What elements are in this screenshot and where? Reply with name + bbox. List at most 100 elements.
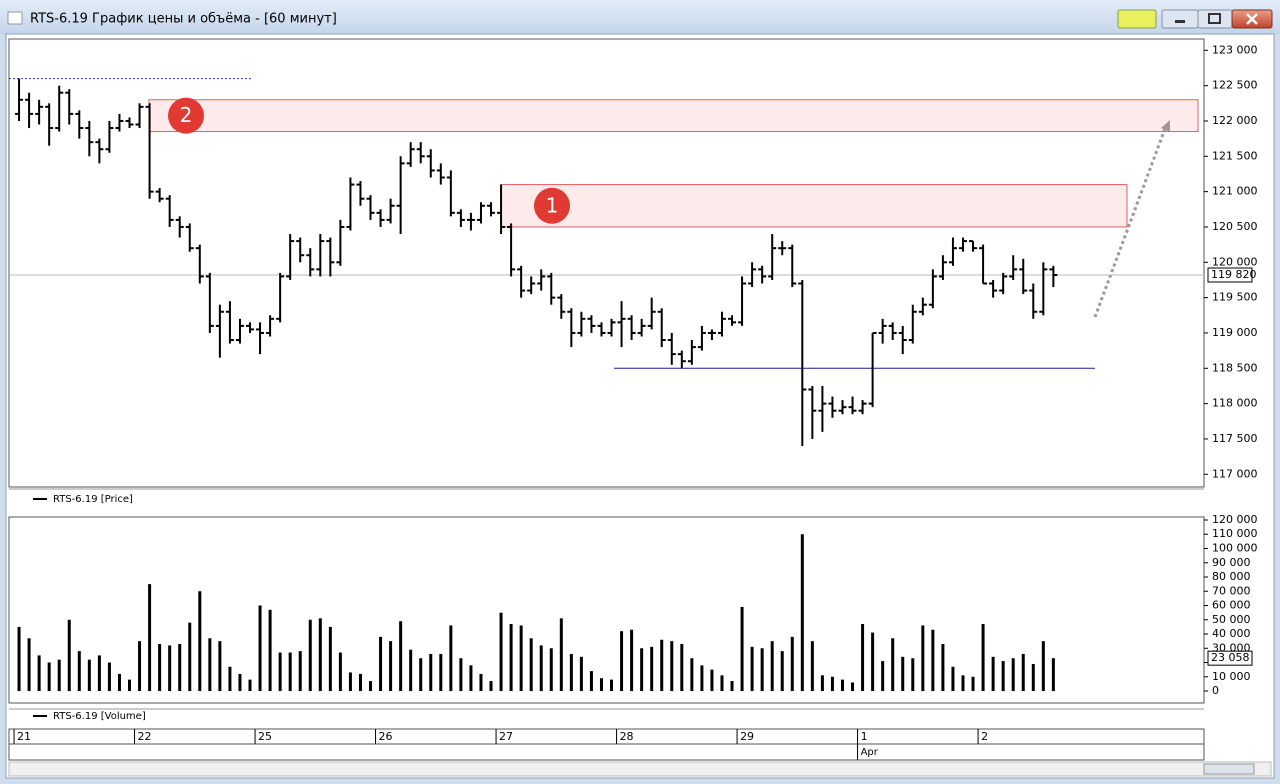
y-tick-label: 80 000 xyxy=(1212,570,1251,583)
y-tick-label: 110 000 xyxy=(1212,527,1258,540)
volume-bar xyxy=(17,626,21,692)
volume-bar xyxy=(981,624,985,692)
volume-bar xyxy=(1021,653,1025,692)
zone-label: 2 xyxy=(180,103,193,127)
y-tick-label: 100 000 xyxy=(1212,541,1258,554)
price-panel xyxy=(8,38,1205,488)
volume-bar xyxy=(489,681,493,692)
y-tick-label: 40 000 xyxy=(1212,627,1251,640)
volume-bar xyxy=(258,605,262,692)
zone xyxy=(500,184,1128,228)
volume-bar xyxy=(459,658,463,692)
volume-bar xyxy=(750,646,754,692)
maximize-button[interactable] xyxy=(1197,9,1233,29)
volume-bar xyxy=(1041,641,1045,692)
volume-bar xyxy=(77,651,81,692)
volume-bar xyxy=(539,645,543,692)
y-tick-label: 122 000 xyxy=(1212,114,1258,127)
volume-bar xyxy=(97,655,101,692)
volume-bar xyxy=(87,659,91,692)
volume-bar xyxy=(128,679,132,692)
volume-bar xyxy=(509,624,513,692)
app-icon xyxy=(7,11,23,25)
zone-marker xyxy=(534,187,570,224)
volume-bar xyxy=(780,651,784,692)
volume-bar xyxy=(138,641,142,692)
volume-bar xyxy=(589,671,593,692)
volume-bar xyxy=(499,612,503,692)
y-tick-label: 122 500 xyxy=(1212,79,1258,92)
y-tick-label: 117 000 xyxy=(1212,467,1258,480)
y-tick-label: 120 000 xyxy=(1212,255,1258,268)
volume-bar xyxy=(148,584,152,692)
volume-bar xyxy=(931,629,935,692)
link-button[interactable] xyxy=(1117,9,1157,29)
volume-bar xyxy=(529,638,533,692)
volume-bar xyxy=(369,681,373,692)
volume-bar xyxy=(439,653,443,692)
volume-bar xyxy=(871,632,875,692)
volume-bar xyxy=(840,679,844,692)
volume-bar xyxy=(399,621,403,692)
volume-bar xyxy=(228,666,232,692)
zone-marker xyxy=(168,97,204,134)
volume-bar xyxy=(117,673,121,692)
volume-bar xyxy=(891,638,895,692)
minimize-button[interactable] xyxy=(1161,9,1199,29)
x-tick-label: 29 xyxy=(740,730,754,743)
volume-bar xyxy=(288,652,292,692)
volume-bar xyxy=(379,636,383,692)
x-tick-label: 25 xyxy=(258,730,272,743)
volume-bar xyxy=(921,625,925,692)
volume-bar xyxy=(549,648,553,692)
y-tick-label: 0 xyxy=(1212,684,1219,697)
y-tick-label: 118 000 xyxy=(1212,397,1258,410)
y-tick-label: 70 000 xyxy=(1212,584,1251,597)
volume-bar xyxy=(810,641,814,692)
volume-bar xyxy=(700,665,704,692)
volume-bar xyxy=(278,652,282,692)
volume-bar xyxy=(519,625,523,692)
volume-bar xyxy=(419,658,423,692)
y-tick-label: 121 500 xyxy=(1212,149,1258,162)
volume-bar xyxy=(409,649,413,692)
month-label: Apr xyxy=(861,747,879,758)
volume-bar xyxy=(178,643,182,692)
volume-bar xyxy=(469,665,473,692)
zone-label: 1 xyxy=(546,193,559,217)
x-tick-label: 26 xyxy=(379,730,393,743)
scroll-thumb[interactable] xyxy=(1203,763,1255,775)
volume-bar xyxy=(720,675,724,692)
volume-bar xyxy=(790,636,794,692)
volume-bar xyxy=(800,534,804,692)
volume-bar xyxy=(318,618,322,692)
y-tick-label: 90 000 xyxy=(1212,556,1251,569)
last-value-label: 119 820 xyxy=(1211,268,1257,281)
volume-bar xyxy=(67,619,71,692)
title-bar xyxy=(0,0,1280,34)
y-tick-label: 10 000 xyxy=(1212,670,1251,683)
volume-bar xyxy=(951,666,955,692)
volume-bar xyxy=(830,676,834,692)
legend-label: RTS-6.19 [Volume] xyxy=(53,711,146,722)
volume-bar xyxy=(599,678,603,692)
volume-bar xyxy=(991,656,995,692)
volume-bar xyxy=(268,609,272,692)
volume-bar xyxy=(188,622,192,692)
volume-bar xyxy=(901,656,905,692)
trend-arrow-head xyxy=(1161,120,1170,132)
scrollbar[interactable] xyxy=(8,761,1272,777)
volume-bar xyxy=(27,638,31,692)
volume-bar xyxy=(650,646,654,692)
volume-bar xyxy=(690,658,694,692)
volume-bar xyxy=(198,591,202,692)
volume-bar xyxy=(740,606,744,692)
volume-bar xyxy=(208,638,212,692)
volume-bar xyxy=(358,673,362,692)
volume-bar xyxy=(579,656,583,692)
x-tick-label: 28 xyxy=(620,730,634,743)
maximize-icon xyxy=(1208,13,1221,24)
volume-bar xyxy=(971,676,975,692)
close-icon xyxy=(1246,13,1258,25)
x-tick-label: 22 xyxy=(138,730,152,743)
